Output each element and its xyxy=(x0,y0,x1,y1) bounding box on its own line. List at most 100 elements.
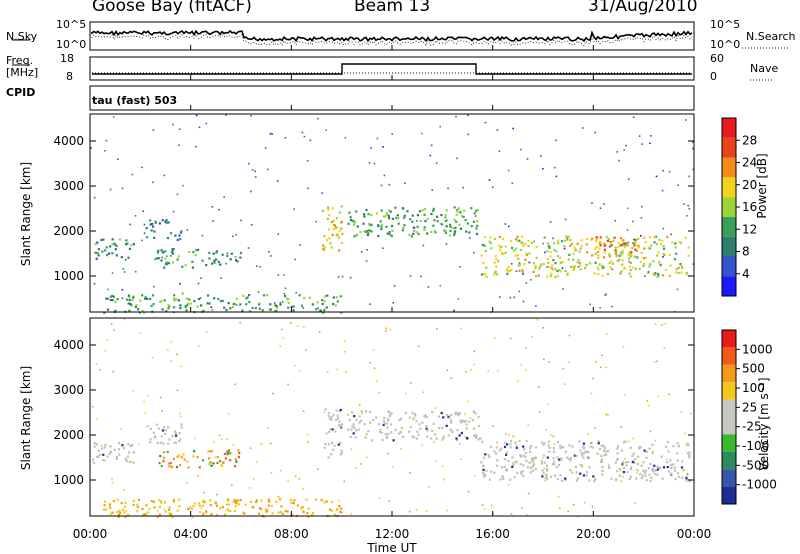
data-cell xyxy=(302,410,305,412)
data-cell xyxy=(682,469,685,472)
data-cell xyxy=(605,453,608,456)
data-cell xyxy=(508,434,510,436)
data-cell xyxy=(425,416,428,419)
data-cell xyxy=(462,215,465,218)
data-cell xyxy=(385,330,387,332)
data-cell xyxy=(684,432,686,435)
data-cell xyxy=(431,189,433,191)
data-cell xyxy=(542,443,545,446)
data-cell xyxy=(242,294,245,297)
data-cell xyxy=(415,509,418,511)
data-cell xyxy=(492,425,494,427)
data-cell xyxy=(171,465,174,469)
data-cell xyxy=(232,501,235,504)
freq-tick-bot: 8 xyxy=(66,70,73,83)
data-cell xyxy=(579,463,582,466)
data-cell xyxy=(142,210,144,212)
data-cell xyxy=(299,244,301,246)
data-cell xyxy=(248,162,250,165)
data-cell xyxy=(188,250,191,254)
data-cell xyxy=(568,244,572,248)
data-cell xyxy=(388,233,391,236)
data-cell xyxy=(102,238,105,241)
data-cell xyxy=(638,267,641,270)
colorbar-swatch xyxy=(722,451,736,470)
data-cell xyxy=(573,246,576,249)
data-cell xyxy=(420,275,422,278)
data-cell xyxy=(651,467,654,470)
data-cell xyxy=(514,461,517,464)
data-cell xyxy=(254,307,257,310)
data-cell xyxy=(421,209,424,212)
data-cell xyxy=(597,273,600,276)
data-cell xyxy=(387,452,389,455)
data-cell xyxy=(152,181,154,184)
data-cell xyxy=(527,492,530,495)
data-cell xyxy=(341,423,344,426)
data-cell xyxy=(624,393,626,396)
data-cell xyxy=(528,261,530,264)
data-cell xyxy=(367,430,370,433)
data-cell xyxy=(512,249,516,252)
data-cell xyxy=(627,241,630,244)
data-cell xyxy=(280,328,283,331)
data-cell xyxy=(210,450,213,453)
data-cell xyxy=(651,469,654,472)
data-cell xyxy=(95,443,98,446)
colorbar-swatch xyxy=(722,417,736,435)
data-cell xyxy=(509,239,513,242)
data-cell xyxy=(653,236,656,239)
data-cell xyxy=(219,460,222,463)
data-cell xyxy=(474,474,476,477)
data-cell xyxy=(327,228,331,231)
data-cell xyxy=(327,206,330,209)
data-cell xyxy=(656,473,659,476)
data-cell xyxy=(362,222,365,225)
data-cell xyxy=(555,139,557,142)
data-cell xyxy=(212,220,214,222)
data-cell xyxy=(642,461,645,464)
data-cell xyxy=(158,513,162,516)
data-cell xyxy=(640,476,644,480)
data-cell xyxy=(350,513,353,515)
data-cell xyxy=(590,392,593,395)
data-cell xyxy=(339,510,342,513)
data-cell xyxy=(607,449,610,453)
data-cell xyxy=(599,207,602,209)
data-cell xyxy=(552,460,556,463)
data-cell xyxy=(658,262,661,265)
data-cell xyxy=(386,213,389,216)
data-cell xyxy=(522,454,525,457)
data-cell xyxy=(380,209,383,212)
colorbar-tick-label: -25 xyxy=(742,420,762,434)
data-cell xyxy=(252,506,255,509)
data-cell xyxy=(347,413,349,416)
data-cell xyxy=(177,255,180,258)
data-cell xyxy=(130,304,133,307)
data-cell xyxy=(334,430,337,433)
station-title: Goose Bay (fitACF) xyxy=(92,0,252,16)
noise-tick-bot-right: 10^0 xyxy=(710,38,741,51)
data-cell xyxy=(411,435,414,438)
data-cell xyxy=(538,411,541,413)
data-cell xyxy=(306,433,309,436)
data-cell xyxy=(152,303,155,306)
data-cell xyxy=(446,509,448,512)
data-cell xyxy=(237,503,240,506)
data-cell xyxy=(460,458,462,461)
data-cell xyxy=(344,350,346,353)
data-cell xyxy=(684,475,687,479)
data-cell xyxy=(123,489,126,491)
data-cell xyxy=(353,235,356,238)
data-cell xyxy=(554,276,557,279)
data-cell xyxy=(369,421,372,424)
data-cell xyxy=(497,369,499,372)
data-cell xyxy=(349,218,353,222)
data-cell xyxy=(507,169,510,172)
data-cell xyxy=(178,454,181,457)
data-cell xyxy=(111,511,114,514)
data-cell xyxy=(110,323,113,325)
data-cell xyxy=(409,472,411,474)
data-cell xyxy=(456,439,459,442)
data-cell xyxy=(603,251,606,254)
